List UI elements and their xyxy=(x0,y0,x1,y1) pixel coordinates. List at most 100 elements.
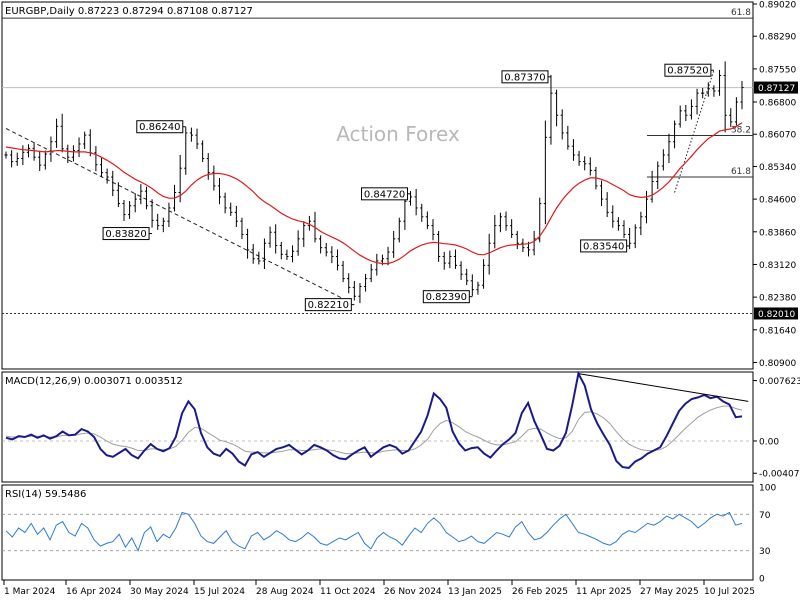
price-candle xyxy=(403,195,407,230)
price-candle xyxy=(554,89,559,127)
rsi-panel-title: RSI(14) 59.5486 xyxy=(5,489,86,500)
price-plot: 61.8 38.2 61.8 0.86240 0.83820 0.84720 0.82210… xyxy=(2,8,753,314)
price-candle xyxy=(695,88,699,115)
price-candle xyxy=(94,146,98,172)
price-candle xyxy=(217,177,222,205)
price-candle xyxy=(622,220,626,238)
watermark: Action Forex xyxy=(336,122,460,146)
price-candle xyxy=(448,250,452,269)
price-candle xyxy=(285,249,289,261)
price-candle xyxy=(195,128,199,149)
price-axis-label: 0.84600 xyxy=(759,196,796,206)
price-candle xyxy=(588,157,592,176)
price-candle xyxy=(156,213,160,230)
price-annotation: 0.83820 xyxy=(102,227,153,241)
price-annotation: 0.86240 xyxy=(136,120,186,134)
price-candle xyxy=(229,202,233,216)
svg-text:0.87520: 0.87520 xyxy=(667,66,708,77)
price-candle xyxy=(302,221,306,247)
price-axis-label: 0.80900 xyxy=(759,359,796,369)
price-candle xyxy=(510,219,514,238)
price-candle xyxy=(493,215,497,249)
price-candle xyxy=(167,202,171,228)
price-candle xyxy=(10,150,14,168)
svg-text:0.83820: 0.83820 xyxy=(105,229,146,240)
date-axis-label: 26 Feb 2025 xyxy=(512,587,568,597)
price-candle xyxy=(549,74,553,145)
date-axis-label: 11 Oct 2024 xyxy=(320,587,376,597)
price-candle xyxy=(543,120,547,225)
price-annotation: 0.82210 xyxy=(304,298,355,312)
price-candle xyxy=(583,156,587,171)
date-axis-label: 27 May 2025 xyxy=(640,587,699,597)
price-candle xyxy=(139,184,143,205)
date-axis-label: 1 Mar 2024 xyxy=(4,587,56,597)
price-candle xyxy=(678,105,682,128)
fib-level-label: 38.2 xyxy=(731,126,751,136)
price-axis-label: 0.86070 xyxy=(759,131,796,141)
trendline xyxy=(5,128,349,302)
price-candle xyxy=(257,251,261,265)
price-candle xyxy=(268,226,272,248)
price-candle xyxy=(77,137,81,158)
price-candle xyxy=(296,230,300,256)
current-price-label: 0.87127 xyxy=(758,84,795,94)
price-panel xyxy=(1,1,754,370)
macd-panel-title: MACD(12,26,9) 0.003071 0.003512 xyxy=(5,376,183,387)
price-candle xyxy=(515,230,519,250)
price-candle xyxy=(363,273,368,292)
price-candle xyxy=(661,149,665,171)
rsi-axis-label: 30 xyxy=(759,547,771,557)
fib-level-label: 61.8 xyxy=(731,167,751,177)
price-candle xyxy=(414,188,418,216)
date-axis-label: 28 Aug 2024 xyxy=(256,587,314,597)
price-candle xyxy=(605,192,609,218)
rsi-panel xyxy=(1,484,754,581)
fib-level-label: 61.8 xyxy=(731,8,751,18)
price-candle xyxy=(201,140,205,163)
price-candle xyxy=(386,246,390,266)
svg-text:0.83540: 0.83540 xyxy=(583,241,624,252)
price-candle xyxy=(66,144,70,163)
price-candle xyxy=(465,268,469,286)
price-candle xyxy=(650,170,654,203)
price-candle xyxy=(740,80,744,110)
price-candle xyxy=(324,242,328,257)
support-level-badge xyxy=(754,307,798,320)
price-candle xyxy=(656,161,660,189)
price-candle xyxy=(347,273,351,294)
price-candle xyxy=(734,97,738,126)
price-candle xyxy=(161,217,165,233)
price-candle xyxy=(633,224,637,249)
price-candle xyxy=(330,246,334,264)
price-candle xyxy=(532,230,536,256)
price-candle xyxy=(38,150,42,171)
price-candle xyxy=(431,219,435,241)
rsi-line xyxy=(5,511,743,552)
price-candle xyxy=(335,249,340,271)
price-candle xyxy=(150,199,154,228)
price-candle xyxy=(116,182,120,208)
price-candle xyxy=(189,127,194,142)
price-annotation: 0.87520 xyxy=(664,63,714,77)
price-candle xyxy=(49,136,53,162)
price-candle xyxy=(599,180,604,207)
macd-trendline xyxy=(578,373,749,402)
price-candle xyxy=(453,249,458,269)
rsi-axis-label: 0 xyxy=(759,575,765,585)
price-candle xyxy=(712,85,716,97)
price-axis-label: 0.88290 xyxy=(759,33,796,43)
price-candle xyxy=(611,205,615,228)
price-axis-label: 0.82380 xyxy=(759,294,796,304)
support-level-label: 0.82010 xyxy=(758,310,795,320)
price-candle xyxy=(717,69,722,96)
svg-text:0.82390: 0.82390 xyxy=(426,292,467,303)
price-candle xyxy=(437,230,441,262)
price-candle xyxy=(184,127,188,175)
macd-panel xyxy=(1,371,754,483)
price-candle xyxy=(723,61,727,133)
price-candle xyxy=(245,228,250,259)
price-candle xyxy=(392,230,396,258)
